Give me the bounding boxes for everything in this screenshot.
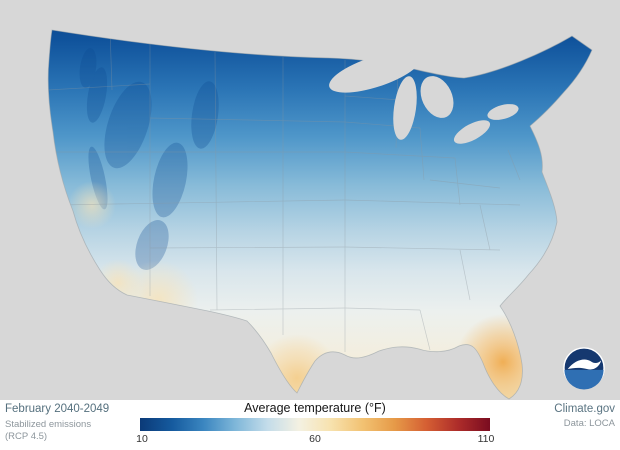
temperature-legend: Average temperature (°F) 10 60 110 <box>136 401 494 445</box>
legend-tick-min: 10 <box>136 433 148 445</box>
central-valley-light-patch <box>68 181 116 229</box>
legend-tick-mid: 60 <box>309 433 321 445</box>
south-texas-warm-patch <box>253 334 341 399</box>
noaa-gull-icon <box>567 359 602 370</box>
scenario-label: Stabilized emissions (RCP 4.5) <box>5 419 91 443</box>
great-lakes <box>329 51 519 144</box>
legend-gradient <box>140 418 490 431</box>
us-temperature-map <box>47 29 593 400</box>
source-label: Climate.gov <box>554 403 615 415</box>
period-label: February 2040-2049 <box>5 403 110 415</box>
noaa-logo <box>562 346 606 390</box>
us-outline <box>47 29 593 400</box>
legend-tick-max: 110 <box>477 433 495 445</box>
scenario-line-2: (RCP 4.5) <box>5 430 48 442</box>
socal-warm-patch <box>94 259 142 307</box>
scenario-line-1: Stabilized emissions <box>5 419 92 430</box>
data-source-label: Data: LOCA <box>563 418 615 429</box>
legend-title: Average temperature (°F) <box>244 401 386 415</box>
noaa-logo-sea <box>564 369 604 390</box>
mountain-texture <box>79 48 219 270</box>
